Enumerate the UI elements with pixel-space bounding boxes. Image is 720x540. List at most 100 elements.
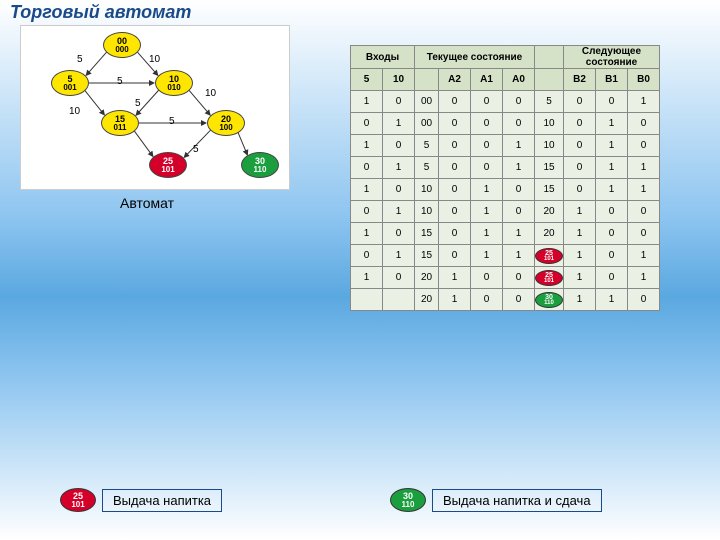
table-cell: 1 [439, 267, 471, 289]
table-row: 01500115011 [351, 157, 660, 179]
table-header-col: 10 [383, 69, 415, 91]
state-node-n25: 25101 [149, 152, 187, 178]
table-cell: 0 [628, 289, 660, 311]
table-cell: 5 [415, 135, 439, 157]
legend-label: Выдача напитка и сдача [432, 489, 602, 512]
table-cell: 0 [471, 113, 503, 135]
table-cell: 10 [415, 201, 439, 223]
table-cell: 1 [596, 179, 628, 201]
table-cell: 0 [439, 223, 471, 245]
table-cell: 00 [415, 91, 439, 113]
table-cell: 1 [596, 289, 628, 311]
legend-item: 30110Выдача напитка и сдача [390, 488, 602, 512]
table-cell: 0 [564, 91, 596, 113]
table-cell [351, 289, 383, 311]
table-row: 011501125101101 [351, 245, 660, 267]
table-cell: 1 [503, 135, 535, 157]
table-cell [383, 289, 415, 311]
table-row: 011001020100 [351, 201, 660, 223]
table-cell: 0 [596, 223, 628, 245]
edge-label: 10 [205, 88, 216, 99]
table-header-col: B0 [628, 69, 660, 91]
table-cell: 0 [383, 223, 415, 245]
table-cell: 1 [628, 267, 660, 289]
table-cell: 1 [439, 289, 471, 311]
table-cell: 0 [628, 201, 660, 223]
table-cell: 0 [471, 91, 503, 113]
table-header-group [535, 46, 564, 69]
table-cell: 0 [383, 179, 415, 201]
table-cell: 1 [564, 267, 596, 289]
table-cell: 0 [439, 179, 471, 201]
table-cell: 0 [351, 113, 383, 135]
state-node-n5: 5001 [51, 70, 89, 96]
table-cell: 1 [471, 201, 503, 223]
table-cell: 1 [596, 157, 628, 179]
table-cell: 0 [596, 267, 628, 289]
table-cell: 0 [351, 157, 383, 179]
table-header-col: A1 [471, 69, 503, 91]
table-header-group: Текущее состояние [415, 46, 535, 69]
table-cell: 15 [415, 223, 439, 245]
table-cell: 1 [351, 179, 383, 201]
table-cell: 1 [383, 245, 415, 267]
table-cell: 1 [596, 113, 628, 135]
table-cell: 0 [596, 91, 628, 113]
table-cell: 0 [439, 245, 471, 267]
table-header-col-row: 510A2A1A0B2B1B0 [351, 69, 660, 91]
table-row: 010000010010 [351, 113, 660, 135]
table-row: 10500110010 [351, 135, 660, 157]
state-node-n10: 10010 [155, 70, 193, 96]
table-cell: 1 [383, 113, 415, 135]
table-cell: 0 [628, 113, 660, 135]
table-cell: 20 [415, 289, 439, 311]
table-cell: 1 [564, 201, 596, 223]
diagram-caption: Автомат [120, 195, 174, 211]
table-row: 102010025101101 [351, 267, 660, 289]
state-node-n15: 15011 [101, 110, 139, 136]
table-cell: 15 [535, 179, 564, 201]
edge-label: 10 [69, 106, 80, 117]
state-pill: 30110 [535, 292, 563, 308]
table-cell: 0 [439, 91, 471, 113]
table-cell: 20 [415, 267, 439, 289]
legend-pill: 25101 [60, 488, 96, 512]
table-cell: 0 [503, 179, 535, 201]
edge-label: 5 [193, 144, 199, 155]
table-cell: 1 [471, 223, 503, 245]
table-cell: 1 [628, 245, 660, 267]
table-cell: 1 [564, 223, 596, 245]
state-pill: 25101 [535, 248, 563, 264]
table-cell: 0 [596, 245, 628, 267]
table-cell: 20 [535, 201, 564, 223]
table-header-col: B1 [596, 69, 628, 91]
table-cell: 0 [439, 157, 471, 179]
table-cell: 10 [535, 113, 564, 135]
table-header-col: A2 [439, 69, 471, 91]
table-cell: 0 [628, 223, 660, 245]
table-cell: 1 [383, 157, 415, 179]
table-header-col: A0 [503, 69, 535, 91]
table-header-group: Следующее состояние [564, 46, 660, 69]
table-cell: 1 [503, 245, 535, 267]
table-cell: 0 [564, 113, 596, 135]
table-cell: 20 [535, 223, 564, 245]
table-cell: 1 [383, 201, 415, 223]
table-cell: 0 [503, 201, 535, 223]
table-cell: 15 [415, 245, 439, 267]
table-cell: 1 [351, 91, 383, 113]
table-cell: 1 [471, 245, 503, 267]
table-cell: 0 [351, 201, 383, 223]
table-cell: 0 [503, 113, 535, 135]
table-cell: 0 [503, 91, 535, 113]
table-cell: 5 [415, 157, 439, 179]
table-row: 101501120100 [351, 223, 660, 245]
table-header-group-row: ВходыТекущее состояниеСледующее состояни… [351, 46, 660, 69]
table-cell: 0 [471, 267, 503, 289]
state-node-n20: 20100 [207, 110, 245, 136]
table-cell: 0 [564, 135, 596, 157]
table-cell: 0 [439, 113, 471, 135]
table-cell: 0 [471, 157, 503, 179]
table-cell: 10 [535, 135, 564, 157]
edge-label: 5 [117, 76, 123, 87]
